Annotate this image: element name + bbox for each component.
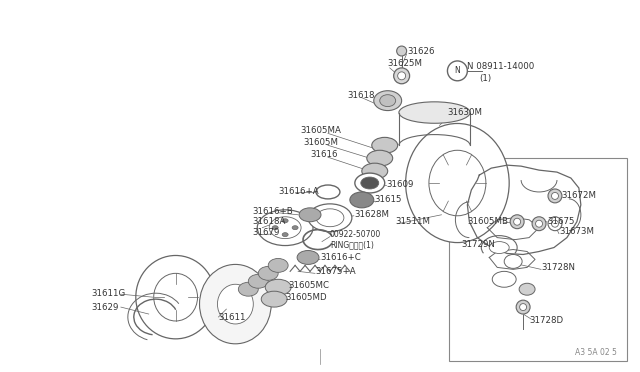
Text: 31616+C: 31616+C xyxy=(320,253,361,262)
Ellipse shape xyxy=(269,217,301,238)
Ellipse shape xyxy=(136,256,216,339)
Bar xyxy=(449,158,627,361)
Text: 00922-50700: 00922-50700 xyxy=(330,230,381,239)
Text: 31616: 31616 xyxy=(310,150,337,159)
Text: 31675: 31675 xyxy=(547,217,575,226)
Ellipse shape xyxy=(447,61,467,81)
Text: 31672M: 31672M xyxy=(561,192,596,201)
Ellipse shape xyxy=(492,271,516,287)
Ellipse shape xyxy=(380,95,396,107)
Ellipse shape xyxy=(519,283,535,295)
Ellipse shape xyxy=(552,220,559,227)
Text: 31605MB: 31605MB xyxy=(467,217,508,226)
Ellipse shape xyxy=(504,254,522,268)
Text: 31511M: 31511M xyxy=(396,217,431,226)
Ellipse shape xyxy=(308,204,352,232)
Ellipse shape xyxy=(397,72,406,80)
Text: 31605MD: 31605MD xyxy=(285,293,327,302)
Text: 31616+A: 31616+A xyxy=(278,187,319,196)
Text: 31611: 31611 xyxy=(218,312,246,321)
Ellipse shape xyxy=(154,273,198,321)
Ellipse shape xyxy=(374,91,402,110)
Ellipse shape xyxy=(316,209,344,227)
Text: 31618A: 31618A xyxy=(252,217,285,226)
Ellipse shape xyxy=(297,250,319,264)
Ellipse shape xyxy=(520,304,527,311)
Text: A3 5A 02 5: A3 5A 02 5 xyxy=(575,348,617,357)
Text: 31616+B: 31616+B xyxy=(252,207,293,216)
Ellipse shape xyxy=(265,279,291,295)
Text: 31630M: 31630M xyxy=(447,108,483,117)
Ellipse shape xyxy=(259,266,278,280)
Text: 31679: 31679 xyxy=(252,228,280,237)
Text: 31605MC: 31605MC xyxy=(288,281,329,290)
Text: 31675+A: 31675+A xyxy=(315,267,356,276)
Ellipse shape xyxy=(514,218,520,225)
Ellipse shape xyxy=(516,300,530,314)
Text: 31628M: 31628M xyxy=(355,210,390,219)
Ellipse shape xyxy=(397,46,406,56)
Text: 31729N: 31729N xyxy=(461,240,495,249)
Ellipse shape xyxy=(299,208,321,222)
Text: 31609: 31609 xyxy=(387,180,414,189)
Ellipse shape xyxy=(372,137,397,153)
Text: 31605M: 31605M xyxy=(303,138,338,147)
Ellipse shape xyxy=(532,217,546,231)
Text: 31618: 31618 xyxy=(348,91,376,100)
Ellipse shape xyxy=(282,219,288,223)
Ellipse shape xyxy=(248,274,268,288)
Ellipse shape xyxy=(268,259,288,272)
Ellipse shape xyxy=(238,282,259,296)
Ellipse shape xyxy=(510,215,524,229)
Ellipse shape xyxy=(361,177,379,189)
Ellipse shape xyxy=(292,226,298,230)
Ellipse shape xyxy=(489,241,509,253)
Ellipse shape xyxy=(355,173,385,193)
Text: 31605MA: 31605MA xyxy=(300,126,341,135)
Ellipse shape xyxy=(316,185,340,199)
Text: 31673M: 31673M xyxy=(559,227,594,236)
Text: (1): (1) xyxy=(479,74,492,83)
Ellipse shape xyxy=(282,232,288,237)
Text: 31625M: 31625M xyxy=(388,60,422,68)
Ellipse shape xyxy=(261,291,287,307)
Text: RINGリング(1): RINGリング(1) xyxy=(330,240,374,249)
Text: 31626: 31626 xyxy=(408,46,435,55)
Ellipse shape xyxy=(350,192,374,208)
Ellipse shape xyxy=(552,192,559,199)
Ellipse shape xyxy=(272,226,278,230)
Text: 31615: 31615 xyxy=(375,195,403,204)
Ellipse shape xyxy=(362,163,388,179)
Ellipse shape xyxy=(429,150,486,216)
Ellipse shape xyxy=(257,210,313,246)
Ellipse shape xyxy=(394,68,410,84)
Text: 31728D: 31728D xyxy=(529,317,563,326)
Ellipse shape xyxy=(536,220,543,227)
Text: N: N xyxy=(454,66,460,76)
Ellipse shape xyxy=(548,217,562,231)
Ellipse shape xyxy=(406,124,509,243)
Ellipse shape xyxy=(218,284,253,324)
Text: 31728N: 31728N xyxy=(541,263,575,272)
Ellipse shape xyxy=(367,150,393,166)
Text: 31611G: 31611G xyxy=(91,289,125,298)
Text: 31629: 31629 xyxy=(91,302,118,312)
Ellipse shape xyxy=(399,102,470,123)
Text: N 08911-14000: N 08911-14000 xyxy=(467,62,534,71)
Ellipse shape xyxy=(200,264,271,344)
Ellipse shape xyxy=(548,189,562,203)
